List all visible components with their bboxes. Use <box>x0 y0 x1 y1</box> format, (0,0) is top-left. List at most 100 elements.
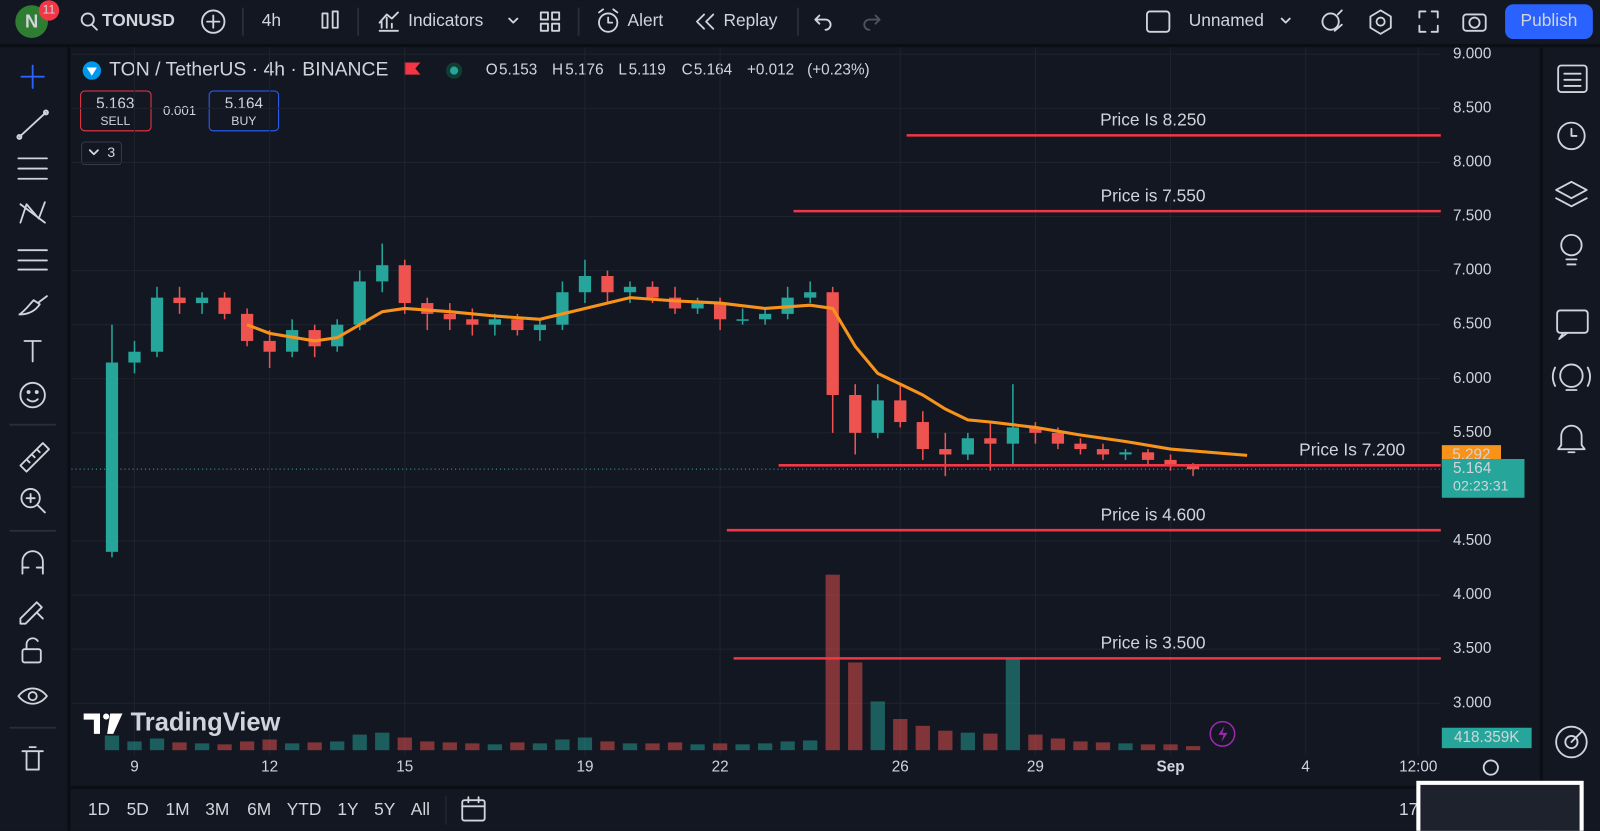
volume-bar <box>735 744 750 751</box>
badge <box>38 0 60 21</box>
layout-name: Unnamed <box>1189 10 1264 30</box>
alert[interactable]: Alert <box>628 10 664 30</box>
candle-body <box>1029 427 1042 433</box>
volume-bar <box>172 742 187 751</box>
y-tick-label: 3.000 <box>1453 694 1491 711</box>
volume-bar <box>757 743 773 751</box>
volume-bar <box>465 743 480 751</box>
timeframe-button[interactable]: 6M <box>247 799 271 819</box>
x-tick-label: Sep <box>1157 759 1185 776</box>
candle-body <box>398 265 411 304</box>
candle-body <box>826 292 839 395</box>
price-line-label: Price is 7.550 <box>1101 185 1206 205</box>
price-tag <box>1441 458 1525 498</box>
change-pct: (+0.23%) <box>807 62 870 79</box>
x-tick-label: 12:00 <box>1399 759 1437 776</box>
axis-settings[interactable] <box>1482 759 1499 776</box>
indicator-toggle[interactable] <box>81 141 122 165</box>
buy-button[interactable] <box>208 90 280 132</box>
y-tick-label: 6.500 <box>1453 316 1491 333</box>
volume-bar <box>1140 744 1156 751</box>
candle-body <box>916 422 929 450</box>
candle-body <box>984 438 997 444</box>
ohlc-label: H <box>552 62 563 79</box>
volume-bar <box>555 739 570 751</box>
timeframe-button[interactable]: All <box>411 799 430 819</box>
sell-button[interactable] <box>80 90 152 132</box>
volume-bar <box>690 744 705 751</box>
clipped-label: 17 <box>1399 799 1418 819</box>
candle-body <box>105 362 119 552</box>
volume-bar <box>1163 744 1178 751</box>
alert-marker[interactable] <box>1209 720 1236 747</box>
ohlc-label: O <box>486 62 498 79</box>
x-tick-label: 19 <box>576 759 593 776</box>
volume-bar <box>1073 741 1088 751</box>
timeframe-button[interactable]: 5D <box>127 799 149 819</box>
timeframe-button[interactable]: 1M <box>166 799 190 819</box>
x-tick-label: 9 <box>130 759 139 776</box>
price-line-label: Price Is 7.200 <box>1299 440 1405 460</box>
candle-body <box>511 319 524 331</box>
volume-bar <box>149 738 165 751</box>
x-tick-label: 26 <box>892 759 909 776</box>
candle-body <box>939 449 952 455</box>
volume-bar <box>893 718 908 751</box>
price-line-label: Price is 4.600 <box>1101 504 1206 524</box>
y-tick-label: 3.500 <box>1453 640 1491 657</box>
interval[interactable]: 4h <box>262 10 281 30</box>
timeframe-button[interactable]: 5Y <box>374 799 396 819</box>
left-toolbar <box>0 47 68 831</box>
sell-label: SELL <box>100 114 130 128</box>
toolbar-icons <box>15 5 1487 38</box>
volume-bar <box>510 742 525 751</box>
candle-body <box>871 400 884 433</box>
volume-bar <box>330 741 345 751</box>
volume-bar <box>712 743 728 751</box>
candle-body <box>443 313 456 320</box>
candle-body <box>488 319 501 325</box>
x-tick-label: 29 <box>1027 759 1044 776</box>
volume-bar <box>127 741 142 751</box>
volume-tag <box>1441 727 1532 749</box>
plot <box>71 47 1441 756</box>
candle-body <box>1164 459 1177 466</box>
ohlc-value: 5.119 <box>629 62 666 79</box>
volume-tag-label: 418.359K <box>1454 729 1520 746</box>
publish-button[interactable] <box>1505 4 1593 39</box>
timeframe-button[interactable]: YTD <box>287 799 322 819</box>
buy-price: 5.164 <box>225 95 264 112</box>
candle-body <box>668 297 682 309</box>
indicators[interactable]: Indicators <box>408 10 483 30</box>
publish[interactable]: Publish <box>1521 10 1578 30</box>
bolt <box>1218 725 1228 743</box>
candle-body <box>556 292 569 325</box>
candle-body <box>195 297 209 304</box>
volume-bar <box>397 737 412 751</box>
volume-bar <box>1185 746 1201 751</box>
replay[interactable]: Replay <box>723 10 777 30</box>
timeframe-button[interactable]: 1D <box>88 799 110 819</box>
volume-bar <box>1050 738 1066 751</box>
candle-body <box>240 313 254 341</box>
volume-bar <box>532 743 548 751</box>
volume-bar <box>375 732 390 751</box>
price-tag-label: 5.164 <box>1453 460 1492 477</box>
candle-body <box>128 351 141 363</box>
ohlc-label: L <box>618 62 627 79</box>
y-tick-label: 7.500 <box>1453 208 1491 225</box>
volume-bar <box>667 742 683 751</box>
timeframe-button[interactable]: 3M <box>205 799 229 819</box>
candle-body <box>713 303 727 320</box>
change: +0.012 <box>747 62 794 79</box>
candle-body <box>331 324 344 347</box>
candle-body <box>421 303 434 314</box>
x-tick-label: 4 <box>1301 759 1310 776</box>
y-tick-label: 7.000 <box>1453 262 1491 279</box>
y-tick-label: 6.000 <box>1453 370 1491 387</box>
volume-bar <box>1028 734 1043 751</box>
symbol: TONUSD <box>102 10 175 30</box>
candle-body <box>894 400 907 423</box>
y-tick-label: 8.000 <box>1453 153 1491 170</box>
timeframe-button[interactable]: 1Y <box>337 799 359 819</box>
